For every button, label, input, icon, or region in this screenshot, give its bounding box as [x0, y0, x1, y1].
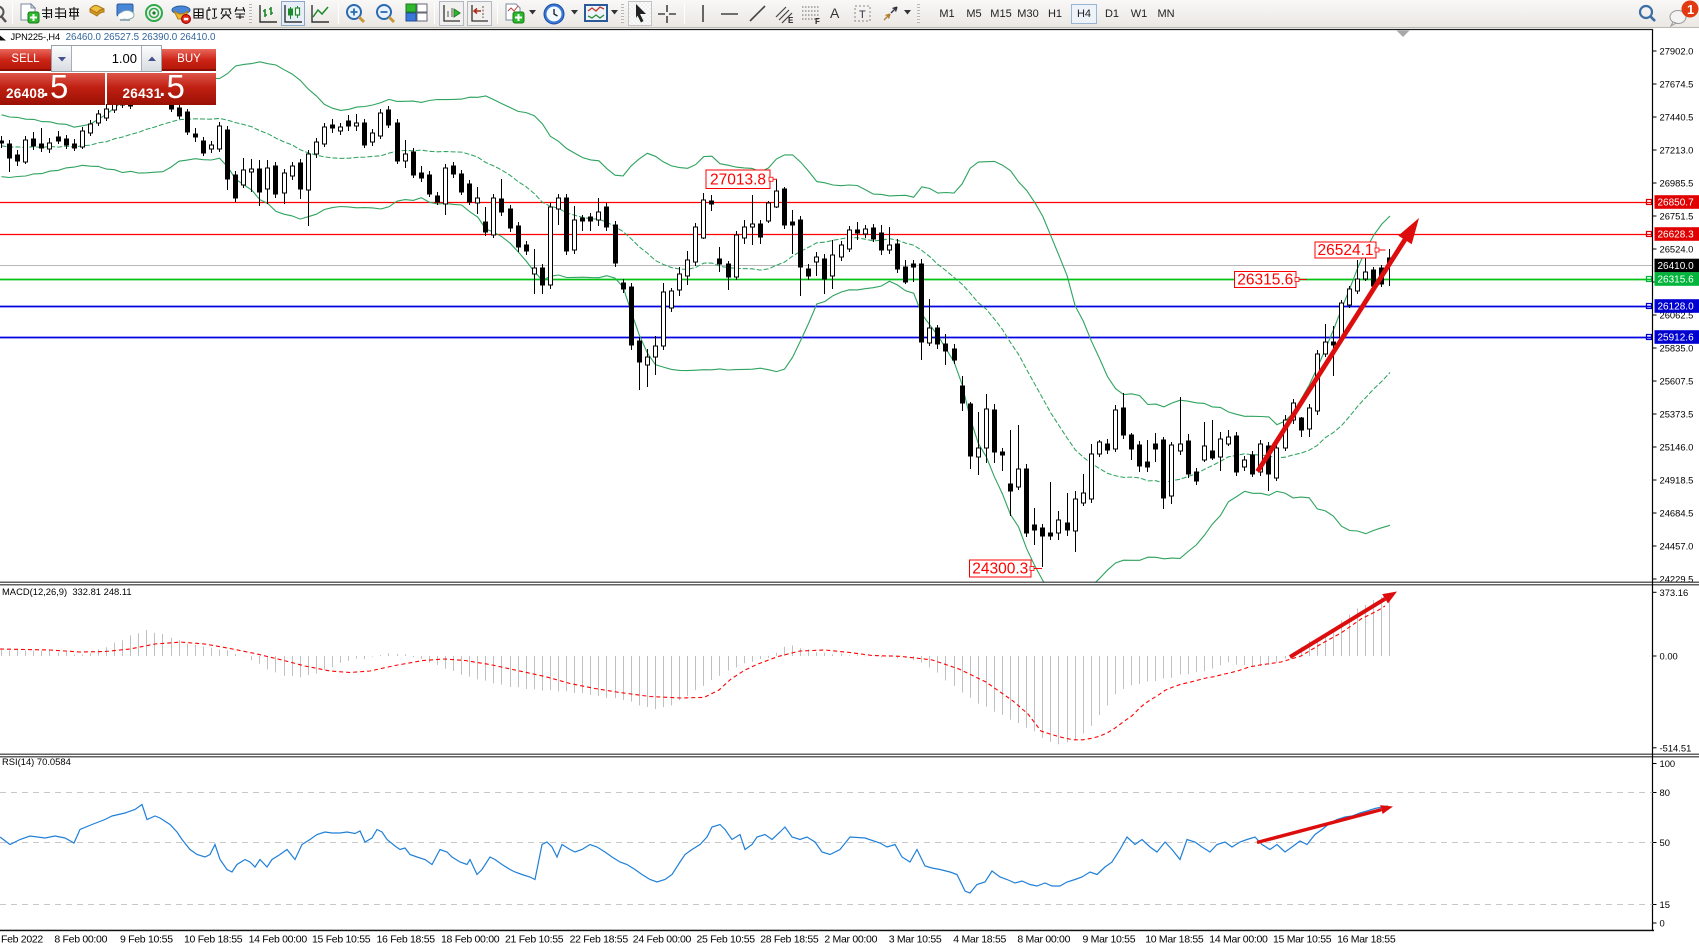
svg-text:16 Feb 18:55: 16 Feb 18:55 — [377, 934, 436, 946]
svg-text:27440.5: 27440.5 — [1660, 112, 1694, 123]
svg-text:25835.0: 25835.0 — [1660, 343, 1694, 354]
svg-text:27013.8: 27013.8 — [710, 171, 766, 188]
svg-text:26628.3: 26628.3 — [1658, 230, 1695, 241]
svg-text:25 Feb 10:55: 25 Feb 10:55 — [697, 934, 756, 946]
svg-text:27902.0: 27902.0 — [1660, 46, 1694, 57]
svg-text:2 Mar 00:00: 2 Mar 00:00 — [824, 934, 877, 946]
svg-text:25146.0: 25146.0 — [1660, 442, 1694, 453]
svg-text:26315.6: 26315.6 — [1237, 272, 1293, 289]
svg-text:8 Mar 00:00: 8 Mar 00:00 — [1017, 934, 1070, 946]
svg-text:28 Feb 18:55: 28 Feb 18:55 — [760, 934, 819, 946]
svg-text:1: 1 — [1687, 2, 1694, 17]
svg-text:10 Mar 18:55: 10 Mar 18:55 — [1145, 934, 1204, 946]
svg-text:16 Mar 18:55: 16 Mar 18:55 — [1337, 934, 1396, 946]
svg-text:24684.5: 24684.5 — [1660, 508, 1694, 519]
svg-text:24229.5: 24229.5 — [1660, 574, 1694, 585]
svg-text:15: 15 — [1660, 899, 1670, 910]
svg-text:100: 100 — [1660, 758, 1676, 769]
svg-text:25607.5: 25607.5 — [1660, 376, 1694, 387]
svg-text:26850.7: 26850.7 — [1658, 198, 1695, 209]
svg-text:4 Mar 18:55: 4 Mar 18:55 — [953, 934, 1006, 946]
svg-text:15 Feb 10:55: 15 Feb 10:55 — [312, 934, 371, 946]
svg-text:26524.1: 26524.1 — [1317, 242, 1373, 259]
svg-text:26524.0: 26524.0 — [1660, 244, 1694, 255]
svg-text:9 Feb 10:55: 9 Feb 10:55 — [120, 934, 173, 946]
svg-text:14 Feb 00:00: 14 Feb 00:00 — [249, 934, 308, 946]
svg-text:25373.5: 25373.5 — [1660, 409, 1694, 420]
svg-text:Feb 2022: Feb 2022 — [1, 934, 43, 946]
svg-text:MACD(12,26,9) 332.81 248.11: MACD(12,26,9) 332.81 248.11 — [2, 586, 132, 597]
svg-text:24918.5: 24918.5 — [1660, 475, 1694, 486]
svg-text:8 Feb 00:00: 8 Feb 00:00 — [54, 934, 107, 946]
svg-text:25912.6: 25912.6 — [1658, 333, 1695, 344]
svg-text:3 Mar 10:55: 3 Mar 10:55 — [889, 934, 942, 946]
svg-text:F: F — [815, 17, 820, 25]
svg-text:27213.0: 27213.0 — [1660, 145, 1694, 156]
svg-text:0.00: 0.00 — [1660, 651, 1678, 662]
svg-text:21 Feb 10:55: 21 Feb 10:55 — [505, 934, 564, 946]
svg-text:18 Feb 00:00: 18 Feb 00:00 — [441, 934, 500, 946]
svg-text:10 Feb 18:55: 10 Feb 18:55 — [184, 934, 243, 946]
svg-text:T: T — [859, 9, 866, 21]
svg-text:26751.5: 26751.5 — [1660, 211, 1694, 222]
svg-text:0: 0 — [1660, 918, 1665, 929]
svg-text:27674.5: 27674.5 — [1660, 79, 1694, 90]
svg-text:50: 50 — [1660, 837, 1670, 848]
svg-text:80: 80 — [1660, 787, 1670, 798]
svg-text:24457.0: 24457.0 — [1660, 541, 1694, 552]
svg-text:24300.3: 24300.3 — [972, 561, 1028, 578]
svg-text:E: E — [788, 16, 794, 25]
svg-text:26062.5: 26062.5 — [1660, 310, 1694, 321]
svg-text:26410.0: 26410.0 — [1658, 261, 1695, 272]
svg-text:26315.6: 26315.6 — [1658, 275, 1695, 286]
svg-text:15 Mar 10:55: 15 Mar 10:55 — [1273, 934, 1332, 946]
svg-text:22 Feb 18:55: 22 Feb 18:55 — [570, 934, 629, 946]
svg-text:9 Mar 10:55: 9 Mar 10:55 — [1083, 934, 1136, 946]
svg-text:26985.5: 26985.5 — [1660, 178, 1694, 189]
svg-text:373.16: 373.16 — [1660, 587, 1689, 598]
svg-text:14 Mar 00:00: 14 Mar 00:00 — [1209, 934, 1268, 946]
svg-text:26128.0: 26128.0 — [1658, 302, 1695, 313]
svg-text:-514.51: -514.51 — [1660, 742, 1692, 753]
svg-text:24 Feb 00:00: 24 Feb 00:00 — [633, 934, 692, 946]
svg-text:RSI(14) 70.0584: RSI(14) 70.0584 — [2, 756, 71, 767]
